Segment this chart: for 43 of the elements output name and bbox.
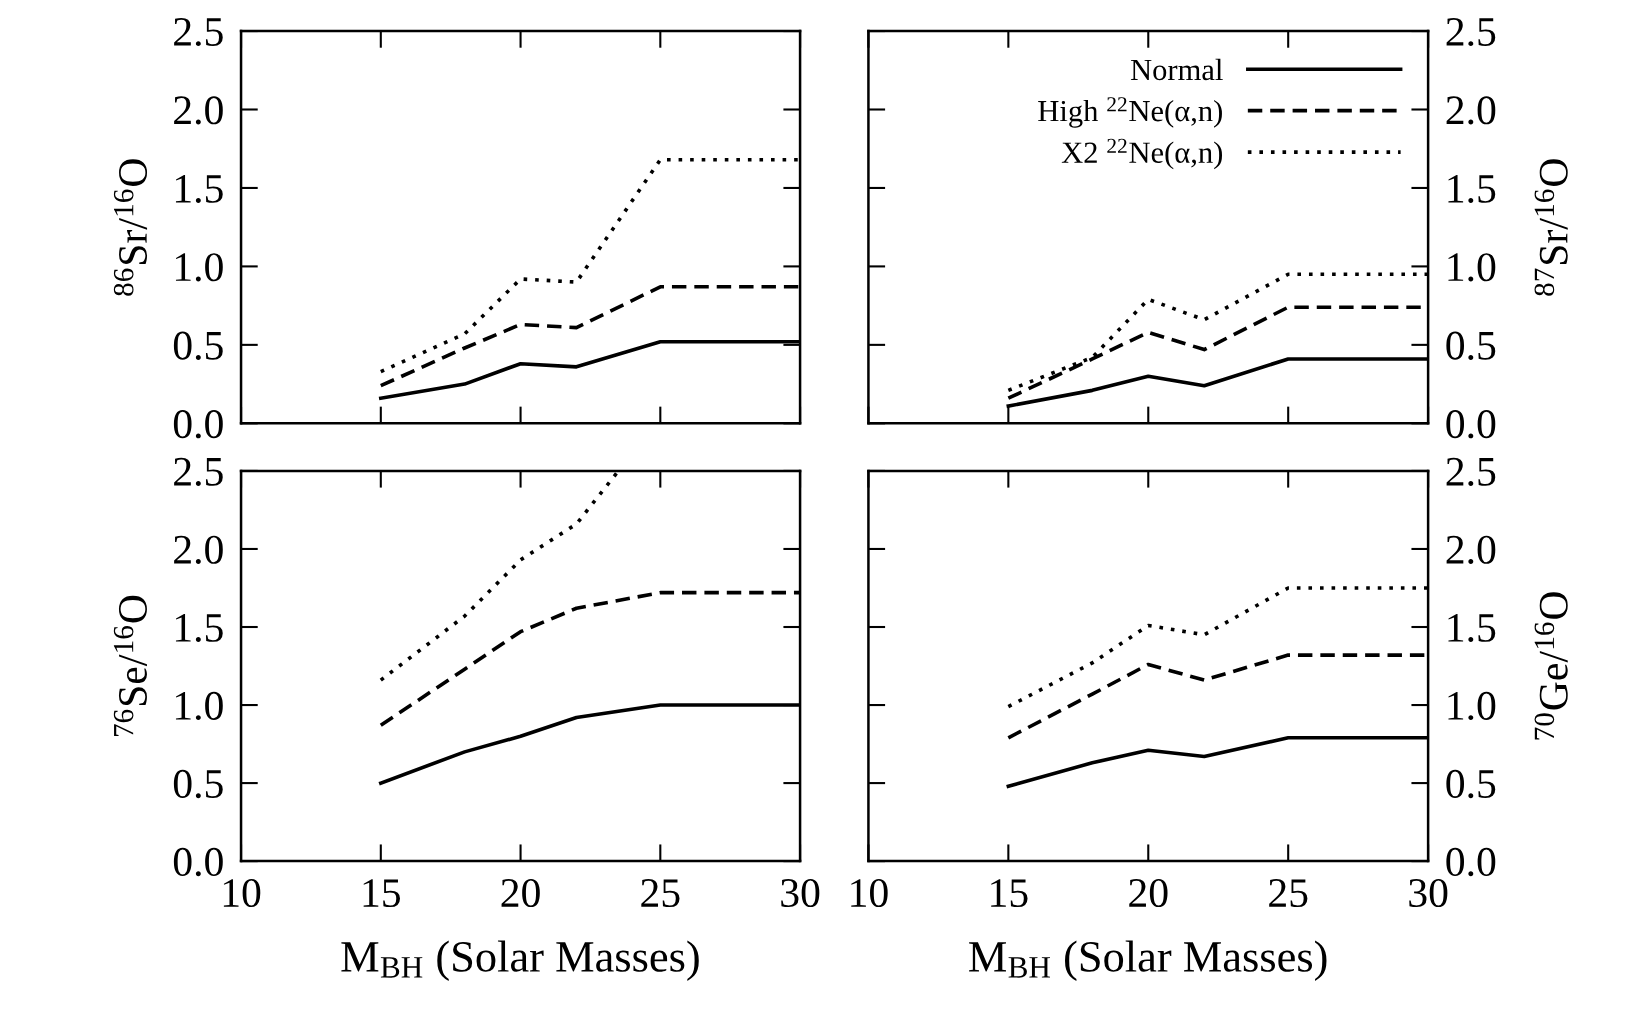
x-tick-label: 20 xyxy=(501,878,540,908)
x-tick-label: 30 xyxy=(781,878,820,908)
legend-label: High $^{22}$Ne(α,n) xyxy=(1038,97,1222,128)
x-tick-label: 25 xyxy=(641,879,680,908)
x-tick-label: 30 xyxy=(1409,878,1448,908)
x-tick-label: 20 xyxy=(1129,878,1168,908)
y-tick-label: 2.5 xyxy=(1446,17,1496,47)
y-tick-label: 2.0 xyxy=(174,96,223,125)
y-tick-label: 2.0 xyxy=(1446,96,1496,125)
legend-label: Normal xyxy=(1130,58,1223,81)
y-axis-title: $^{70}$Ge/$^{16}$O xyxy=(1534,592,1568,740)
x-axis-title: M$_{BH}$ (Solar Masses) xyxy=(341,940,699,981)
y-tick-label: 0.0 xyxy=(173,410,223,439)
y-tick-label: 1.0 xyxy=(175,253,223,282)
legend-label: X2 $^{22}$Ne(α,n) xyxy=(1061,138,1223,170)
y-axis-title: $^{76}$Se/$^{16}$O xyxy=(113,595,147,737)
y-axis-title: $^{87}$Sr/$^{16}$O xyxy=(1534,159,1568,296)
y-axis-title: $^{86}$Sr/$^{16}$O xyxy=(113,159,148,296)
y-tick-label: 0.0 xyxy=(1446,410,1496,439)
x-tick-label: 15 xyxy=(991,879,1028,908)
x-tick-label: 10 xyxy=(223,878,261,908)
y-tick-label: 0.5 xyxy=(173,769,223,799)
y-tick-label: 2.5 xyxy=(174,17,223,47)
x-tick-label: 15 xyxy=(363,879,401,908)
y-tick-label: 0.5 xyxy=(1446,331,1496,360)
y-tick-label: 1.0 xyxy=(1448,691,1496,721)
x-tick-label: 10 xyxy=(851,878,888,908)
x-tick-label: 25 xyxy=(1269,879,1308,908)
y-tick-label: 0.5 xyxy=(1446,769,1496,799)
y-tick-label: 1.0 xyxy=(175,691,223,721)
y-tick-label: 0.0 xyxy=(173,847,223,877)
y-tick-label: 1.5 xyxy=(1448,174,1496,203)
x-axis-title: M$_{BH}$ (Solar Masses) xyxy=(969,940,1327,981)
y-tick-label: 2.0 xyxy=(174,535,223,565)
y-tick-label: 1.0 xyxy=(1448,253,1496,282)
y-tick-label: 2.5 xyxy=(1446,457,1496,486)
y-tick-label: 2.0 xyxy=(1446,535,1496,565)
y-tick-label: 1.5 xyxy=(175,613,223,643)
y-tick-label: 1.5 xyxy=(175,174,223,203)
y-tick-label: 0.0 xyxy=(1446,847,1496,877)
y-tick-label: 1.5 xyxy=(1448,613,1496,643)
y-tick-label: 2.5 xyxy=(174,457,223,486)
y-tick-label: 0.5 xyxy=(173,331,223,360)
